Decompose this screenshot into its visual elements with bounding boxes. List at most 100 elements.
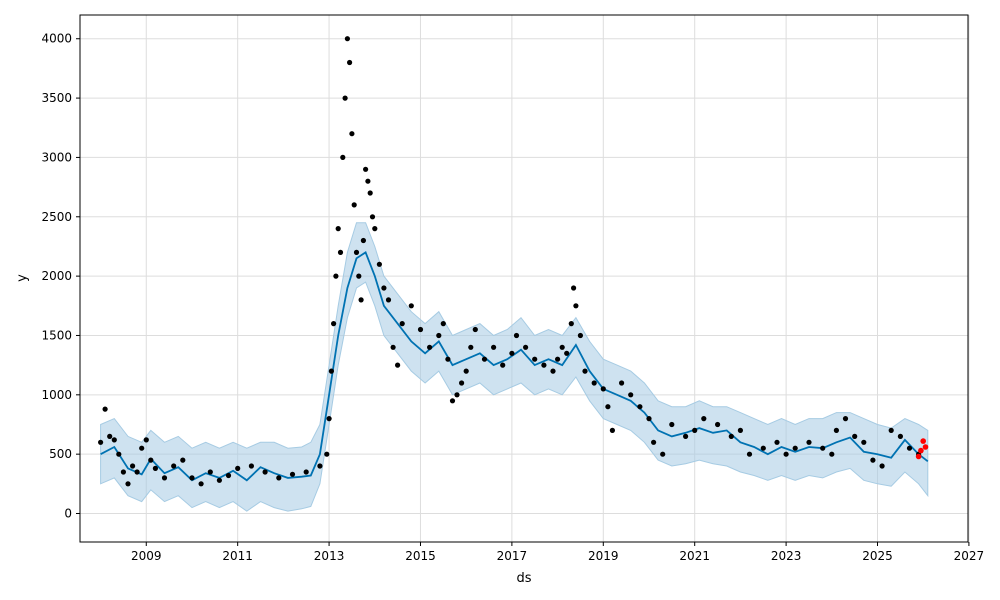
observed-point [148, 457, 154, 463]
observed-point [792, 445, 798, 451]
observed-point [577, 332, 584, 339]
x-tick-label: 2011 [222, 549, 253, 563]
observed-point [605, 404, 611, 410]
observed-point [833, 427, 840, 433]
observed-point [417, 326, 424, 333]
observed-point [783, 451, 789, 457]
x-tick-label: 2025 [862, 549, 893, 563]
observed-point [356, 273, 362, 279]
observed-point [870, 457, 876, 463]
forecast-yhat-line [100, 251, 929, 482]
y-axis: 0 500 1000 1500 2000 2500 3000 3500 4000 [41, 32, 80, 521]
observed-point [376, 261, 382, 267]
observed-point [440, 321, 446, 327]
observed-point [337, 249, 344, 255]
recent-points [915, 438, 929, 460]
observed-point [399, 321, 405, 327]
observed-point [395, 362, 401, 368]
x-tick-label: 2019 [588, 549, 619, 563]
observed-point [262, 469, 268, 475]
observed-point [198, 481, 204, 487]
observed-point [367, 190, 373, 196]
observed-point [385, 297, 392, 303]
observed-point [879, 463, 885, 469]
observed-point [541, 362, 547, 368]
observed-point [532, 356, 538, 362]
observed-point [152, 465, 158, 471]
y-tick-label: 2000 [41, 269, 72, 283]
observed-point [235, 465, 241, 471]
y-tick-label: 1500 [41, 328, 72, 342]
observed-point [449, 398, 456, 404]
x-tick-label: 2023 [771, 549, 802, 563]
observed-point [445, 356, 451, 362]
observed-point [628, 392, 634, 398]
observed-point [102, 406, 108, 412]
observed-point [335, 226, 341, 232]
observed-point [134, 469, 140, 475]
y-axis-title: y [15, 274, 30, 282]
observed-point [326, 416, 332, 422]
observed-point [276, 475, 282, 481]
observed-points [98, 36, 922, 487]
observed-point [180, 457, 186, 463]
recent-point [920, 438, 926, 444]
y-tick-label: 3500 [41, 91, 72, 105]
observed-point [774, 439, 780, 445]
observed-point [573, 303, 579, 309]
observed-point [358, 297, 364, 303]
observed-point [381, 285, 387, 291]
observed-point [303, 469, 309, 475]
observed-point [468, 344, 474, 350]
observed-point [340, 154, 346, 160]
observed-point [125, 481, 131, 487]
observed-point [715, 421, 721, 428]
observed-point [120, 469, 126, 475]
observed-point [347, 59, 353, 66]
observed-point [637, 404, 643, 410]
uncertainty-interval [100, 222, 929, 512]
observed-point [324, 451, 330, 457]
observed-point [906, 445, 913, 451]
observed-point [888, 427, 894, 433]
observed-point [351, 202, 357, 208]
observed-point [459, 380, 465, 386]
observed-point [111, 437, 117, 443]
observed-point [349, 131, 355, 137]
observed-point [591, 380, 597, 386]
recent-point [915, 453, 922, 460]
observed-point [513, 332, 520, 339]
observed-point [746, 451, 753, 457]
observed-point [564, 350, 570, 356]
x-axis: 2009 2011 2013 2015 2017 2019 2021 2023 2025 2027 [131, 542, 984, 563]
observed-point [365, 178, 371, 184]
observed-point [728, 433, 734, 439]
observed-point [582, 368, 588, 374]
observed-point [463, 368, 469, 374]
observed-point [107, 433, 113, 439]
observed-point [342, 95, 348, 101]
observed-point [328, 368, 334, 374]
observed-point [481, 356, 488, 362]
observed-point [737, 427, 744, 433]
observed-point [897, 433, 904, 439]
observed-point [619, 380, 625, 386]
observed-point [216, 477, 222, 483]
x-tick-label: 2017 [497, 549, 528, 563]
observed-point [842, 416, 849, 422]
observed-point [189, 475, 195, 481]
observed-point [509, 350, 515, 356]
y-tick-label: 1000 [41, 388, 72, 402]
observed-point [427, 344, 433, 350]
observed-point [363, 166, 369, 172]
observed-point [571, 285, 577, 291]
observed-point [436, 332, 442, 339]
observed-point [408, 303, 414, 309]
observed-point [491, 344, 497, 350]
observed-point [353, 249, 360, 255]
x-tick-label: 2021 [679, 549, 710, 563]
y-tick-label: 2500 [41, 210, 72, 224]
observed-point [344, 36, 350, 42]
observed-point [289, 471, 296, 477]
y-tick-label: 3000 [41, 150, 72, 164]
